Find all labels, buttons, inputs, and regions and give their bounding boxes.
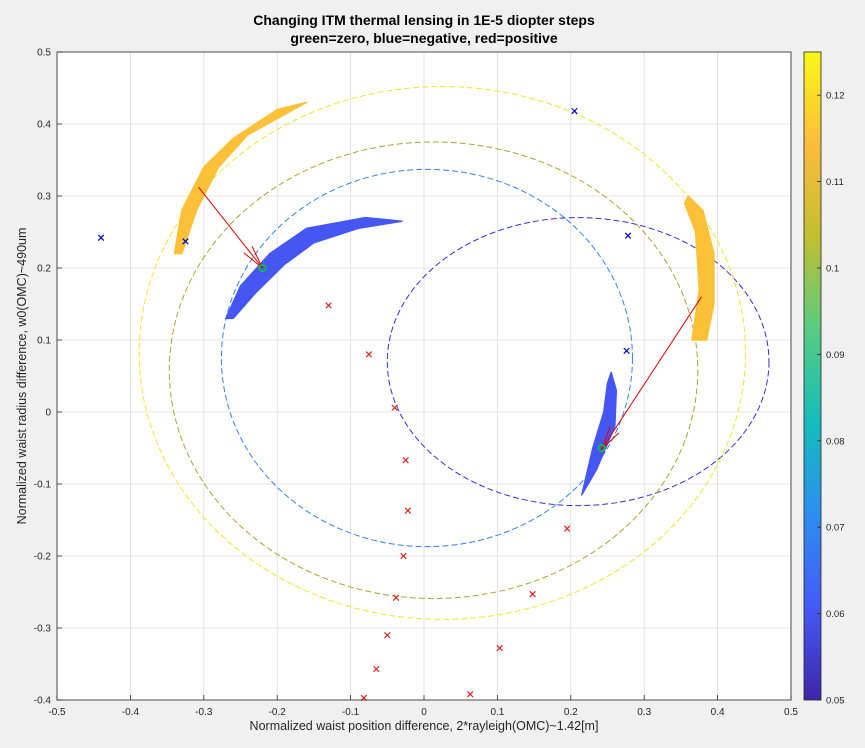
x-tick-label: -0.2 xyxy=(269,707,287,718)
y-tick-label: 0 xyxy=(45,408,51,419)
color-region xyxy=(173,101,308,255)
blue-marker xyxy=(571,107,578,115)
colorbar-ticks: 0.05 0.06 0.07 0.08 0.09 0.1 0.11 0.12 xyxy=(817,91,845,707)
color-region xyxy=(581,371,618,496)
red-marker xyxy=(563,525,571,532)
marker-stroke xyxy=(182,238,189,245)
arrow-head xyxy=(243,252,263,269)
y-tick-label: 0.1 xyxy=(37,336,51,347)
blue-marker xyxy=(623,347,630,355)
colorbar-tick-label: 0.06 xyxy=(826,609,845,620)
red-marker xyxy=(467,691,474,698)
dashed-ellipse xyxy=(386,217,770,507)
marker-stroke xyxy=(392,594,400,601)
marker-stroke xyxy=(563,525,571,532)
x-tick-label: 0.5 xyxy=(784,707,798,718)
red-marker xyxy=(496,644,503,652)
marker-stroke xyxy=(400,552,407,560)
y-axis-label: Normalized waist radius difference, w0(O… xyxy=(15,228,29,525)
x-tick-label: 0.2 xyxy=(564,707,578,718)
marker-stroke xyxy=(402,457,409,464)
color-region xyxy=(225,216,403,320)
red-marker xyxy=(391,404,398,411)
red-marker xyxy=(365,351,373,358)
x-tick-label: 0 xyxy=(421,707,427,718)
arrow-shaft xyxy=(198,187,263,269)
green-marker xyxy=(258,263,267,272)
marker-stroke xyxy=(365,351,373,358)
y-tick-label: -0.3 xyxy=(34,624,52,635)
marker-stroke xyxy=(571,107,578,115)
marker-stroke xyxy=(404,507,412,514)
red-marker xyxy=(402,457,409,464)
x-tick-label: 0.4 xyxy=(711,707,725,718)
x-tick-label: -0.1 xyxy=(342,707,360,718)
green-marker xyxy=(597,443,606,452)
marker-stroke xyxy=(391,404,398,411)
y-tick-label: 0.5 xyxy=(37,48,51,59)
marker-stroke xyxy=(496,644,503,652)
y-tick-label: -0.2 xyxy=(34,552,52,563)
y-tick-label: 0.2 xyxy=(37,264,51,275)
arrows xyxy=(198,187,702,450)
dashed-ellipse xyxy=(168,141,699,599)
blue-marker xyxy=(624,232,632,239)
y-tick-label: 0.4 xyxy=(37,120,51,131)
blue-marker xyxy=(97,234,105,241)
marker-stroke xyxy=(624,232,632,239)
dashed-ellipse xyxy=(138,86,746,620)
red-marker xyxy=(392,594,400,601)
colorbar-tick-label: 0.07 xyxy=(826,523,845,534)
x-tick-label: -0.5 xyxy=(48,707,66,718)
x-ticks: -0.5 -0.4 -0.3 -0.2 -0.1 0 0.1 0.2 0.3 0.4 0.5 xyxy=(48,695,798,718)
x-axis-label: Normalized waist position difference, 2*… xyxy=(250,719,599,733)
color-region xyxy=(683,195,715,341)
colorbar-tick-label: 0.11 xyxy=(826,177,844,188)
marker-stroke xyxy=(467,691,474,698)
colorbar-tick-label: 0.1 xyxy=(826,264,839,275)
y-ticks: -0.4 -0.3 -0.2 -0.1 0 0.1 0.2 0.3 0.4 0.5 xyxy=(34,48,62,707)
red-marker xyxy=(373,665,380,673)
arrow-shaft xyxy=(601,296,702,450)
y-tick-label: -0.1 xyxy=(34,480,52,491)
marker-stroke xyxy=(384,631,391,639)
colorbar-tick-label: 0.08 xyxy=(826,436,845,447)
x-tick-label: -0.4 xyxy=(122,707,140,718)
color-regions xyxy=(173,101,715,496)
red-marker xyxy=(400,552,407,560)
colorbar xyxy=(803,51,822,701)
marker-stroke xyxy=(373,665,380,673)
red-marker xyxy=(325,302,332,309)
y-tick-label: -0.4 xyxy=(34,696,52,707)
red-marker xyxy=(404,507,412,514)
dashed-ellipse xyxy=(220,168,633,548)
red-marker xyxy=(529,590,536,598)
x-tick-label: 0.3 xyxy=(637,707,651,718)
colorbar-tick-label: 0.12 xyxy=(826,91,845,102)
x-tick-label: -0.3 xyxy=(195,707,213,718)
marker-stroke xyxy=(529,590,536,598)
colorbar-tick-label: 0.05 xyxy=(826,696,845,707)
dashed-ellipses xyxy=(138,86,770,620)
marker-stroke xyxy=(97,234,105,241)
colorbar-tick-label: 0.09 xyxy=(826,350,845,361)
x-tick-label: 0.1 xyxy=(490,707,504,718)
blue-marker xyxy=(182,238,189,245)
marker-stroke xyxy=(325,302,332,309)
chart-title: Changing ITM thermal lensing in 1E-5 dio… xyxy=(253,12,595,28)
red-marker xyxy=(384,631,391,639)
marker-stroke xyxy=(623,347,630,355)
y-tick-label: 0.3 xyxy=(37,192,51,203)
chart-subtitle: green=zero, blue=negative, red=positive xyxy=(290,30,557,46)
